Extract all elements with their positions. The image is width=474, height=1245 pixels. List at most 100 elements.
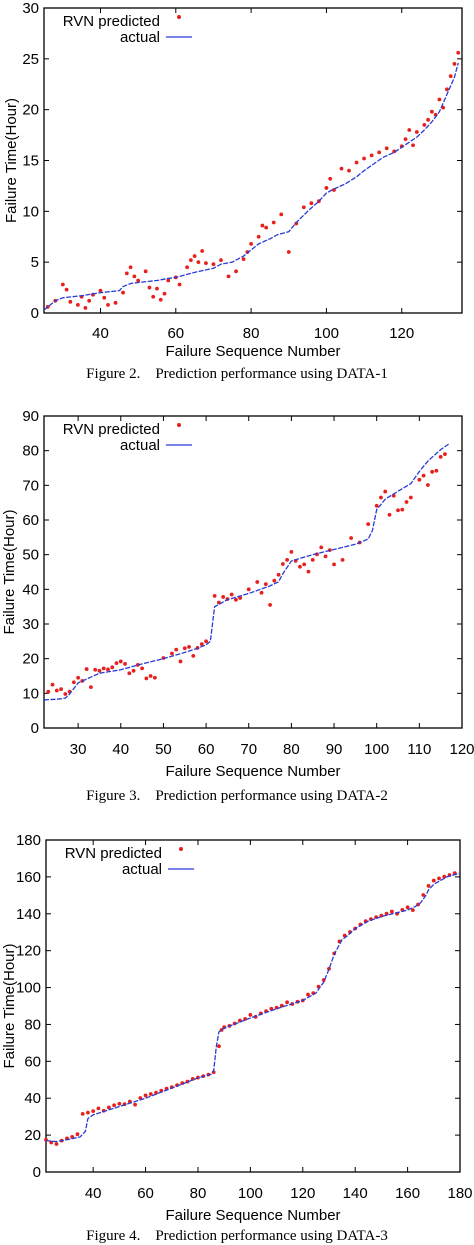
predicted-point bbox=[340, 557, 345, 562]
predicted-point bbox=[106, 1105, 111, 1110]
x-tick-label: 80 bbox=[190, 1185, 207, 1202]
predicted-point bbox=[306, 569, 311, 574]
x-tick-label: 60 bbox=[167, 325, 184, 342]
predicted-point bbox=[118, 659, 123, 664]
predicted-point bbox=[411, 143, 415, 148]
predicted-point bbox=[59, 687, 63, 692]
x-tick-label: 160 bbox=[395, 1185, 420, 1202]
predicted-point bbox=[323, 554, 328, 559]
y-tick-label: 90 bbox=[22, 408, 39, 425]
predicted-point bbox=[143, 269, 148, 274]
predicted-point bbox=[140, 666, 145, 671]
x-tick-label: 80 bbox=[243, 325, 260, 342]
predicted-point bbox=[285, 1000, 289, 1005]
predicted-point bbox=[431, 878, 436, 883]
predicted-point bbox=[128, 265, 133, 270]
y-tick-label: 10 bbox=[22, 203, 39, 220]
predicted-point bbox=[434, 468, 439, 473]
y-tick-label: 140 bbox=[16, 906, 41, 923]
predicted-point bbox=[226, 274, 231, 279]
predicted-point bbox=[123, 661, 127, 666]
predicted-point bbox=[354, 160, 359, 165]
y-tick-label: 100 bbox=[16, 980, 41, 997]
predicted-point bbox=[136, 278, 141, 283]
y-axis-label: Failure Time(Hour) bbox=[1, 943, 18, 1068]
y-tick-label: 30 bbox=[22, 616, 39, 633]
predicted-point bbox=[191, 653, 196, 658]
predicted-point bbox=[396, 508, 400, 513]
predicted-point bbox=[400, 507, 405, 512]
y-axis-label: Failure Time(Hour) bbox=[3, 98, 20, 223]
x-tick-label: 100 bbox=[314, 325, 339, 342]
predicted-point bbox=[93, 667, 98, 672]
legend-swatch-predicted bbox=[177, 423, 181, 427]
predicted-point bbox=[437, 876, 441, 881]
predicted-point bbox=[324, 186, 329, 190]
predicted-point bbox=[445, 87, 449, 92]
predicted-point bbox=[147, 285, 152, 290]
predicted-point bbox=[96, 1106, 101, 1111]
x-tick-label: 40 bbox=[112, 741, 129, 758]
predicted-point bbox=[132, 274, 137, 279]
y-tick-label: 20 bbox=[24, 1127, 41, 1144]
predicted-point bbox=[101, 666, 106, 671]
predicted-point bbox=[442, 874, 447, 879]
predicted-point bbox=[280, 562, 285, 566]
predicted-point bbox=[144, 676, 149, 681]
x-tick-label: 80 bbox=[283, 741, 300, 758]
predicted-point bbox=[178, 659, 183, 664]
x-tick-label: 40 bbox=[92, 325, 109, 342]
predicted-point bbox=[384, 146, 389, 151]
predicted-point bbox=[97, 668, 102, 673]
x-tick-label: 30 bbox=[70, 741, 87, 758]
predicted-point bbox=[425, 483, 430, 487]
predicted-point bbox=[349, 536, 354, 540]
predicted-point bbox=[268, 603, 272, 607]
predicted-point bbox=[148, 674, 153, 678]
figure-caption-data-1: Figure 2. Prediction performance using D… bbox=[86, 366, 388, 382]
predicted-point bbox=[448, 74, 453, 79]
predicted-point bbox=[211, 262, 216, 267]
x-tick-label: 120 bbox=[449, 741, 474, 758]
predicted-point bbox=[219, 258, 223, 263]
y-tick-label: 15 bbox=[22, 153, 39, 170]
predicted-point bbox=[64, 287, 69, 292]
x-tick-label: 60 bbox=[198, 741, 215, 758]
predicted-point bbox=[256, 234, 261, 239]
predicted-point bbox=[54, 1142, 59, 1146]
x-axis-label: Failure Sequence Number bbox=[165, 343, 340, 360]
predicted-point bbox=[131, 668, 136, 673]
predicted-point bbox=[204, 261, 208, 266]
predicted-point bbox=[158, 297, 163, 302]
chart-data-1: 40 60 80 100 120 0 5 10 15 20 25 30 Failure Sequence… bbox=[3, 0, 463, 360]
series-line-actual bbox=[43, 443, 450, 701]
y-tick-label: 0 bbox=[33, 1164, 41, 1181]
y-tick-label: 80 bbox=[24, 1016, 41, 1033]
predicted-point bbox=[212, 594, 217, 598]
predicted-point bbox=[106, 302, 110, 307]
predicted-point bbox=[84, 667, 89, 671]
predicted-point bbox=[389, 909, 394, 914]
legend-label: actual bbox=[120, 437, 160, 454]
predicted-point bbox=[229, 592, 234, 597]
predicted-point bbox=[443, 452, 447, 457]
predicted-point bbox=[260, 223, 265, 228]
predicted-point bbox=[332, 562, 336, 567]
predicted-point bbox=[374, 503, 379, 508]
figure-caption-data-2: Figure 3. Prediction performance using D… bbox=[86, 788, 388, 804]
predicted-point bbox=[383, 489, 388, 494]
plot-frame bbox=[45, 839, 461, 1173]
predicted-point bbox=[263, 582, 268, 587]
predicted-point bbox=[46, 689, 51, 694]
y-tick-label: 40 bbox=[24, 1090, 41, 1107]
predicted-point bbox=[110, 665, 115, 670]
predicted-point bbox=[408, 495, 413, 500]
predicted-point bbox=[177, 282, 182, 287]
predicted-point bbox=[117, 1101, 122, 1106]
predicted-point bbox=[50, 682, 55, 687]
y-axis-label: Failure Time(Hour) bbox=[1, 509, 18, 634]
predicted-point bbox=[407, 128, 412, 132]
predicted-point bbox=[185, 265, 189, 270]
predicted-point bbox=[187, 644, 191, 649]
predicted-point bbox=[113, 300, 118, 305]
